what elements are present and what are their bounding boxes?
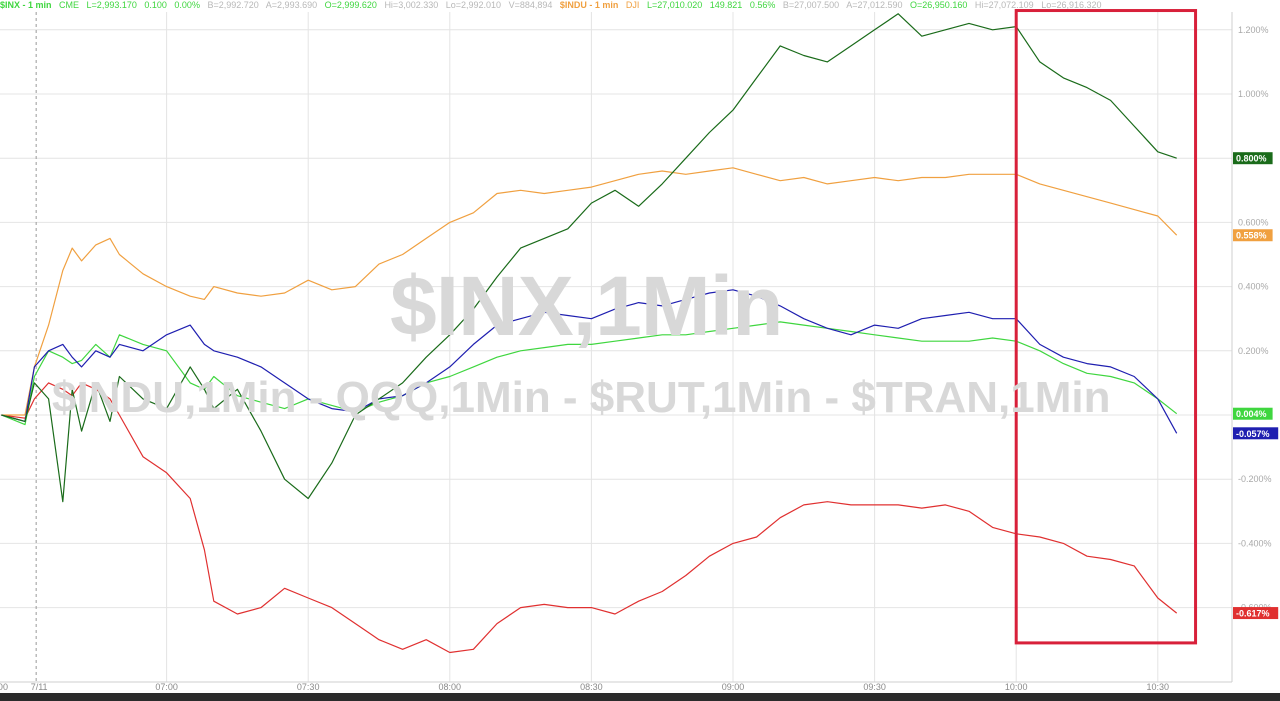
y-tick-label: -0.200%	[1238, 474, 1272, 484]
y-tick-label: 0.200%	[1238, 346, 1269, 356]
x-tick-label: 07:30	[297, 682, 320, 692]
value-label-bg-indu	[1233, 229, 1273, 242]
value-label-indu: 0.558%	[1236, 231, 1267, 241]
inx-bid: B=2,992.720	[207, 0, 259, 10]
series-line-indu	[1, 167, 1178, 416]
indu-change: 149.821	[709, 0, 743, 10]
x-tick-label: 07:00	[155, 682, 178, 692]
watermark-sub: $INDU,1Min - QQQ,1Min - $RUT,1Min - $TRA…	[52, 373, 1111, 422]
series-line-inx	[1, 321, 1178, 426]
series-line-rut	[1, 289, 1178, 434]
value-label-bg-qqq	[1233, 152, 1273, 165]
x-axis: 13:00 7/11 07:00 07:30 08:00 08:30 09:00 09:30 1…	[0, 682, 1169, 692]
inx-symbol: $INX - 1 min	[0, 0, 52, 10]
bottom-strip	[0, 693, 1280, 701]
indu-symbol: $INDU - 1 min	[559, 0, 619, 10]
y-tick-label: 0.400%	[1238, 282, 1269, 292]
x-tick-label: 7/11	[31, 682, 48, 692]
series-line-qqq	[1, 13, 1177, 503]
value-label-bg-tran	[1233, 607, 1279, 620]
inx-pct: 0.00%	[174, 0, 200, 10]
y-tick-label: -0.400%	[1238, 538, 1272, 548]
chart-grid	[0, 12, 1233, 683]
x-tick-label: 08:00	[439, 682, 462, 692]
value-label-inx: 0.004%	[1236, 409, 1267, 419]
inx-volume: V=884,894	[508, 0, 553, 10]
y-tick-label: 1.200%	[1238, 25, 1269, 35]
x-tick-label: 10:00	[1005, 682, 1028, 692]
value-label-tran: -0.617%	[1236, 609, 1270, 619]
indu-low: Lo=26,916.320	[1041, 0, 1102, 10]
value-label-bg-rut	[1233, 427, 1279, 440]
x-tick-label: 10:30	[1147, 682, 1170, 692]
indu-high: Hi=27,072.109	[974, 0, 1034, 10]
indu-ask: A=27,012.590	[846, 0, 903, 10]
value-label-rut: -0.057%	[1236, 429, 1270, 439]
inx-open: O=2,999.620	[324, 0, 377, 10]
value-label-bg-inx	[1233, 407, 1273, 420]
inx-source: CME	[59, 0, 80, 10]
indu-open: O=26,950.160	[910, 0, 968, 10]
highlight-box	[1014, 9, 1198, 645]
value-label-qqq: 0.800%	[1236, 154, 1267, 164]
chart-header: $INX - 1 min CME L=2,993.170 0.100 0.00%…	[0, 0, 1107, 11]
x-tick-label: 09:00	[722, 682, 745, 692]
series-lines	[1, 13, 1178, 654]
y-tick-label: 1.000%	[1238, 89, 1269, 99]
inx-change: 0.100	[144, 0, 167, 10]
series-line-tran	[1, 382, 1178, 654]
inx-last: L=2,993.170	[86, 0, 137, 10]
y-tick-label: 0.600%	[1238, 217, 1269, 227]
indu-last: L=27,010.020	[646, 0, 703, 10]
x-tick-label: 13:00	[0, 682, 8, 692]
x-tick-label: 08:30	[580, 682, 603, 692]
x-tick-label: 09:30	[863, 682, 886, 692]
inx-high: Hi=3,002.330	[384, 0, 439, 10]
indu-bid: B=27,007.500	[782, 0, 840, 10]
indu-source: DJI	[625, 0, 640, 10]
watermark-main: $INX,1Min	[390, 259, 783, 353]
y-axis: 1.200% 1.000% 0.800% 0.600% 0.400% 0.200% 0.00…	[1238, 25, 1272, 613]
last-value-labels: 0.558% 0.004% 0.800% -0.057% -0.617%	[1233, 152, 1279, 620]
indu-pct: 0.56%	[749, 0, 776, 10]
inx-low: Lo=2,992.010	[445, 0, 502, 10]
inx-ask: A=2,993.690	[265, 0, 318, 10]
